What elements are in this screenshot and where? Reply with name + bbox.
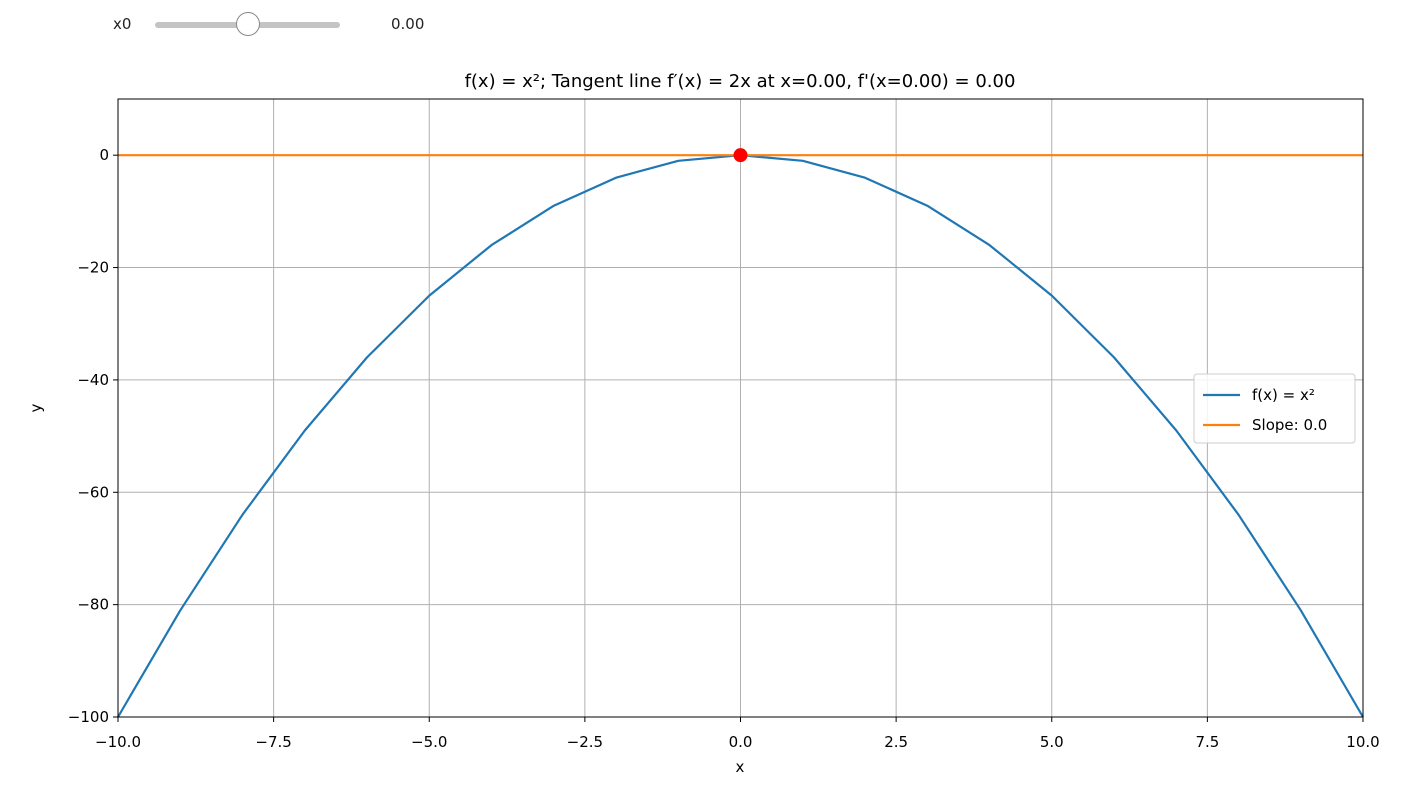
x-tick-label: −10.0 <box>95 733 141 751</box>
y-tick-label: 0 <box>99 146 109 164</box>
x0-slider-track[interactable] <box>155 12 340 36</box>
y-tick-label: −60 <box>77 483 109 501</box>
slider-label: x0 <box>113 15 132 33</box>
y-tick-label: −80 <box>77 596 109 614</box>
x-axis-label: x <box>736 758 745 776</box>
series-layer <box>117 148 1364 718</box>
legend: f(x) = x² Slope: 0.0 <box>1193 373 1356 444</box>
x-tick-label: 7.5 <box>1195 733 1219 751</box>
x-tick-label: 2.5 <box>884 733 908 751</box>
slider-value-readout: 0.00 <box>391 15 425 33</box>
y-axis-label: y <box>27 403 45 412</box>
axis-ticks: −10.0 −7.5 −5.0 −2.5 0.0 2.5 5.0 7.5 10.0 0 −20 −40… <box>68 146 1380 751</box>
y-tick-label: −100 <box>68 708 109 726</box>
x-tick-label: −7.5 <box>255 733 291 751</box>
x-tick-label: −5.0 <box>411 733 447 751</box>
x-tick-label: 10.0 <box>1346 733 1379 751</box>
legend-label: Slope: 0.0 <box>1252 416 1327 434</box>
x0-slider-widget: x0 0.00 <box>0 0 600 50</box>
y-tick-label: −40 <box>77 371 109 389</box>
x0-slider-handle[interactable] <box>235 12 260 36</box>
tangent-point-marker <box>733 148 748 163</box>
legend-label: f(x) = x² <box>1252 386 1315 404</box>
x-tick-label: 0.0 <box>729 733 753 751</box>
y-tick-label: −20 <box>77 259 109 277</box>
x-tick-label: 5.0 <box>1040 733 1064 751</box>
x-tick-label: −2.5 <box>567 733 603 751</box>
grid-lines <box>117 99 1364 718</box>
chart-title: f(x) = x²; Tangent line f′(x) = 2x at x=… <box>465 71 1016 92</box>
